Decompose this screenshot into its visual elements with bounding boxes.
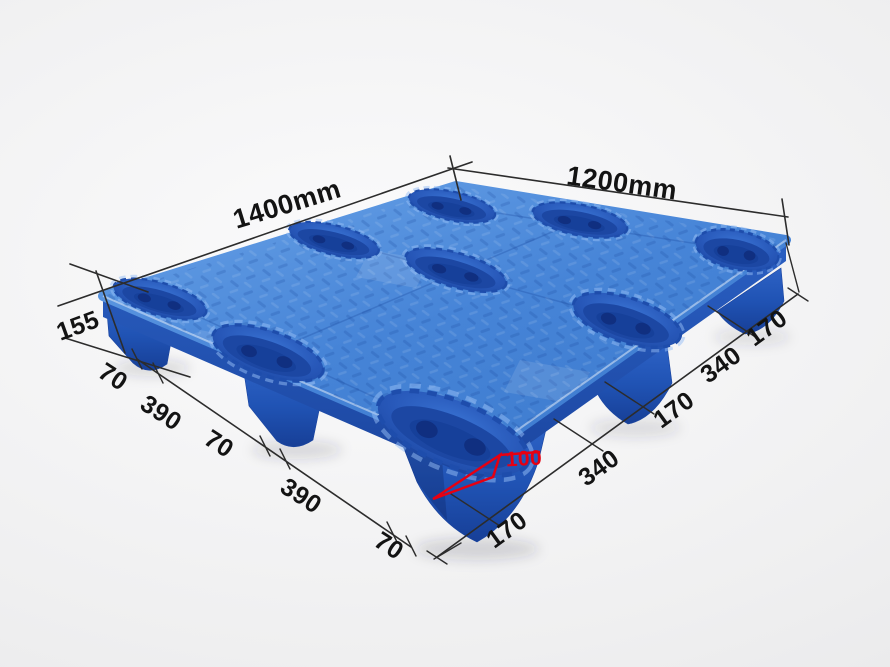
dim-segment-label: 390: [135, 389, 186, 436]
dim-tick: [449, 155, 462, 201]
dim-height-ref-top: [69, 263, 149, 293]
dim-line-width: [447, 167, 789, 218]
dim-chain-long-side: [136, 358, 412, 548]
pallet-shadow: [114, 329, 790, 560]
dim-chain-ticks: [426, 287, 809, 565]
dim-height-measure: [95, 270, 126, 354]
dim-tick: [781, 198, 790, 246]
dim-foot-height-label: 100: [505, 447, 543, 472]
dim-segment-label: 390: [275, 472, 326, 519]
dim-width-label: 1200mm: [565, 160, 679, 205]
dim-extension: [785, 242, 800, 293]
dim-chain-short-side: [436, 293, 799, 558]
pallet: [98, 178, 791, 560]
dim-segment-label: 70: [369, 526, 408, 565]
dim-extension: [433, 542, 462, 560]
dim-height-label: 155: [53, 305, 103, 346]
pallet-foot-right-middle: [596, 344, 673, 425]
dim-height-ref-bottom: [64, 337, 191, 378]
foot-height-marker: [432, 450, 541, 501]
dim-line-length: [57, 161, 473, 307]
dim-chain-ticks: [131, 348, 417, 557]
dim-segment-label: 70: [199, 424, 238, 463]
dim-segment-label: 340: [695, 341, 746, 389]
pallet-tread-texture: [103, 186, 786, 458]
